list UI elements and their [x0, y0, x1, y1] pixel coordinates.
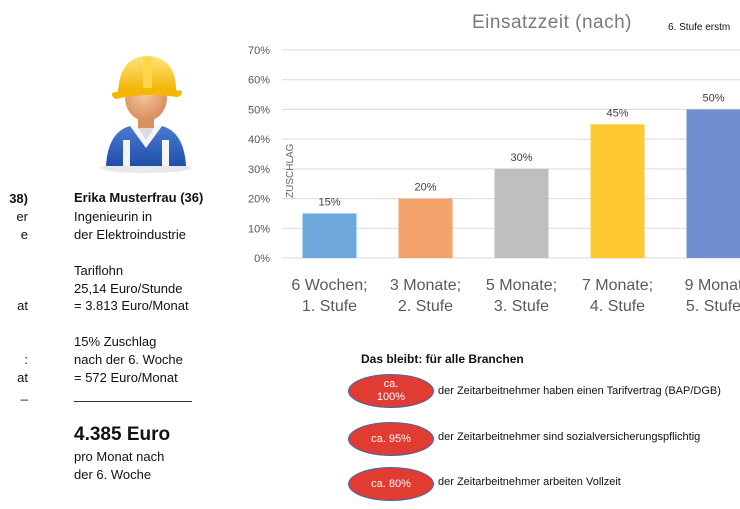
zuschlag-amount: = 572 Euro/Monat	[74, 370, 178, 385]
category-label: 4. Stufe	[590, 298, 645, 315]
left-partial-column: 38) er e at : at _	[0, 0, 30, 509]
badge-text: 100%	[376, 391, 406, 403]
category-label: 2. Stufe	[398, 298, 453, 315]
person-job: Ingenieurin in	[74, 209, 153, 224]
total-sub: pro Monat nach	[74, 449, 165, 464]
stat-badge: ca. 100%	[348, 374, 434, 408]
construction-worker-icon	[101, 56, 191, 173]
partial-text: 38)	[9, 191, 28, 206]
data-label: 30%	[510, 152, 532, 164]
y-tick-label: 40%	[248, 134, 270, 146]
section-title: Das bleibt: für alle Branchen	[361, 352, 524, 366]
hourly-wage: 25,14 Euro/Stunde	[74, 281, 183, 296]
stat-text: der Zeitarbeitnehmer haben einen Tarifve…	[438, 385, 721, 397]
bar	[398, 198, 453, 258]
total-sub: der 6. Woche	[74, 467, 152, 482]
badge-text: ca.	[383, 378, 399, 390]
y-tick-label: 0%	[254, 253, 270, 265]
y-tick-label: 60%	[248, 75, 270, 87]
person-job: der Elektroindustrie	[74, 227, 186, 242]
y-tick-label: 10%	[248, 223, 270, 235]
y-tick-label: 50%	[248, 104, 270, 116]
category-label: 5. Stufe	[686, 298, 740, 315]
y-tick-label: 20%	[248, 194, 270, 206]
category-label: 5 Monate;	[486, 277, 557, 294]
partial-text: at	[17, 298, 28, 313]
bar	[686, 109, 740, 258]
chart-title: Einsatzzeit (nach)	[472, 12, 633, 33]
stat-text: der Zeitarbeitnehmer sind sozialversiche…	[438, 431, 701, 443]
data-label: 50%	[702, 92, 724, 104]
category-label: 3 Monate;	[390, 277, 461, 294]
person-name: Erika Musterfrau (36)	[74, 190, 204, 205]
data-label: 20%	[414, 182, 436, 194]
bar-chart: 0% 10% 20% 30% 40% 50% 60% 70% 15% 6 Wochen; 1. S…	[248, 45, 740, 315]
bar	[590, 124, 645, 259]
stat-badge: ca. 95%	[348, 422, 434, 456]
tarif-label: Tariflohn	[74, 263, 124, 278]
partial-text: at	[17, 370, 28, 385]
data-label: 45%	[606, 107, 628, 119]
y-axis-label: ZUSCHLAG	[285, 143, 296, 198]
bar	[302, 213, 357, 258]
partial-text: er	[16, 209, 28, 224]
total-amount: 4.385 Euro	[74, 424, 171, 445]
partial-text: _	[20, 386, 28, 401]
badge-text: ca. 95%	[371, 432, 411, 445]
zuschlag-text: nach der 6. Woche	[74, 352, 183, 367]
badge-text: ca. 80%	[371, 477, 411, 490]
zuschlag-text: 15% Zuschlag	[74, 334, 157, 349]
bar	[494, 168, 549, 258]
y-tick-label: 30%	[248, 164, 270, 176]
partial-text: e	[20, 227, 28, 242]
category-label: 3. Stufe	[494, 298, 549, 315]
category-label: 1. Stufe	[302, 298, 357, 315]
category-label: 9 Monat	[685, 277, 740, 294]
divider-line	[74, 401, 192, 402]
category-label: 6 Wochen;	[291, 277, 367, 294]
partial-text: :	[24, 352, 28, 367]
stat-text: der Zeitarbeitnehmer arbeiten Vollzeit	[438, 476, 621, 488]
monthly-wage: = 3.813 Euro/Monat	[74, 298, 189, 313]
stat-badge: ca. 80%	[348, 467, 434, 501]
data-label: 15%	[318, 196, 340, 208]
y-tick-label: 70%	[248, 45, 270, 57]
chart-note: 6. Stufe erstm	[668, 22, 731, 33]
category-label: 7 Monate;	[582, 277, 653, 294]
